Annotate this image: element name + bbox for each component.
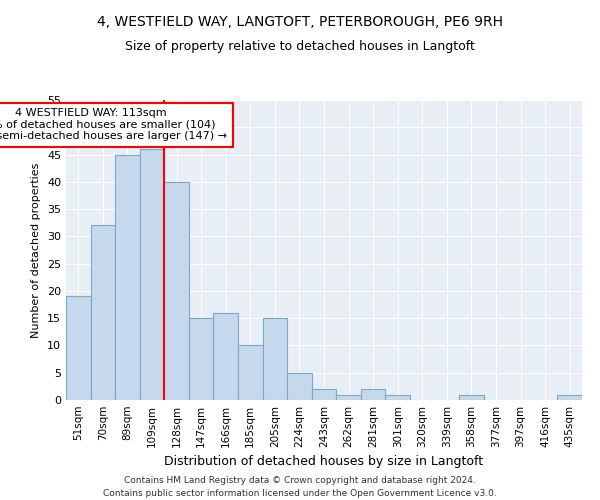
Bar (66, 296, 91, 400)
X-axis label: Distribution of detached houses by size in Langtoft: Distribution of detached houses by size … (164, 456, 484, 468)
Text: Size of property relative to detached houses in Langtoft: Size of property relative to detached ho… (125, 40, 475, 53)
Bar (214, 312, 238, 400)
Bar (287, 372, 312, 400)
Bar (557, 394, 582, 400)
Bar (115, 154, 140, 400)
Text: Contains public sector information licensed under the Open Government Licence v3: Contains public sector information licen… (103, 488, 497, 498)
Bar (189, 318, 214, 400)
Text: 4, WESTFIELD WAY, LANGTOFT, PETERBOROUGH, PE6 9RH: 4, WESTFIELD WAY, LANGTOFT, PETERBOROUGH… (97, 15, 503, 29)
Bar (312, 389, 336, 400)
Bar (164, 182, 189, 400)
Bar (140, 149, 164, 400)
Bar (336, 394, 361, 400)
Bar (263, 318, 287, 400)
Text: 4 WESTFIELD WAY: 113sqm
← 41% of detached houses are smaller (104)
59% of semi-d: 4 WESTFIELD WAY: 113sqm ← 41% of detache… (0, 108, 227, 142)
Bar (238, 346, 263, 400)
Y-axis label: Number of detached properties: Number of detached properties (31, 162, 41, 338)
Bar (459, 394, 484, 400)
Bar (91, 226, 115, 400)
Bar (361, 389, 385, 400)
Bar (385, 394, 410, 400)
Text: Contains HM Land Registry data © Crown copyright and database right 2024.: Contains HM Land Registry data © Crown c… (124, 476, 476, 485)
